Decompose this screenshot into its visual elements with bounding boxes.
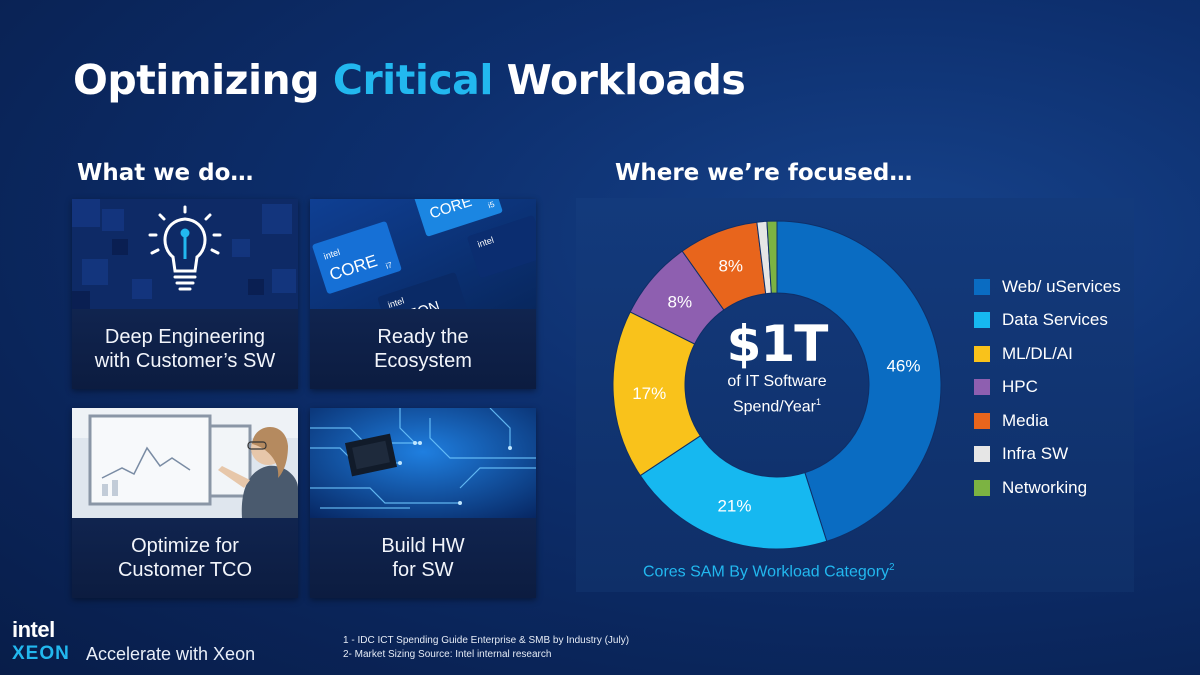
page-title: Optimizing Critical Workloads <box>73 56 746 104</box>
brand-tagline: Accelerate with Xeon <box>86 644 256 664</box>
what-we-do-heading: What we do… <box>77 160 254 186</box>
center-text-1: of IT Software <box>727 373 827 390</box>
center-value: $1T <box>726 315 829 373</box>
legend-item: ML/DL/AI <box>974 337 1121 371</box>
footnotes: 1 - IDC ICT Spending Guide Enterprise & … <box>343 634 629 662</box>
chart-caption: Cores SAM By Workload Category2 <box>643 562 895 581</box>
chip-i5-label: i5 <box>487 200 496 211</box>
tile-build-hw: Build HW for SW <box>310 408 536 598</box>
legend-label: Infra SW <box>1002 444 1069 464</box>
legend-item: Data Services <box>974 304 1121 338</box>
donut-center: $1T of IT Software Spend/Year1 <box>697 316 857 417</box>
where-focused-heading: Where we’re focused… <box>615 160 913 186</box>
title-part-2: Workloads <box>492 56 746 104</box>
legend-item: Web/ uServices <box>974 270 1121 304</box>
center-text-2: Spend/Year1 <box>732 397 822 416</box>
chip-intel-label-2: intel <box>387 295 406 309</box>
legend-item: Media <box>974 404 1121 438</box>
legend-swatch <box>974 278 990 295</box>
legend-label: Web/ uServices <box>1002 276 1121 296</box>
footnote-1: 1 - IDC ICT Spending Guide Enterprise & … <box>343 635 630 646</box>
intel-chips-image: intel CORE i7 CORE i5 intel XEON intel <box>310 199 536 309</box>
tile-optimize-tco: Optimize for Customer TCO <box>72 408 298 598</box>
xeon-logo: XEON <box>12 643 70 664</box>
legend-swatch <box>974 312 990 329</box>
tile-label: Ready the Ecosystem <box>310 309 536 389</box>
title-part-1: Optimizing <box>73 56 333 104</box>
tile-ready-ecosystem: intel CORE i7 CORE i5 intel XEON intel R… <box>310 199 536 389</box>
legend-label: Media <box>1002 410 1049 430</box>
legend-label: Data Services <box>1002 310 1108 330</box>
legend-swatch <box>974 379 990 396</box>
tile-label: Optimize for Customer TCO <box>72 518 298 598</box>
tile-label: Build HW for SW <box>310 518 536 598</box>
legend-swatch <box>974 479 990 496</box>
chip-intel-label-3: intel <box>476 235 495 250</box>
chip-i7-label: i7 <box>385 260 394 271</box>
legend-label: Networking <box>1002 477 1088 497</box>
legend-item: HPC <box>974 371 1121 405</box>
circuit-board-image <box>310 408 536 518</box>
legend-swatch <box>974 446 990 463</box>
legend-label: ML/DL/AI <box>1002 343 1073 363</box>
chip-intel-label: intel <box>322 247 341 262</box>
woman-at-monitor-image <box>72 408 298 518</box>
tile-deep-engineering: Deep Engineering with Customer’s SW <box>72 199 298 389</box>
legend-label: HPC <box>1002 377 1038 397</box>
chip-xeon-label: XEON <box>396 298 442 309</box>
title-accent: Critical <box>332 56 494 104</box>
legend-swatch <box>974 345 990 362</box>
legend-item: Infra SW <box>974 438 1121 472</box>
chart-legend: Web/ uServices Data Services ML/DL/AI HPC Me… <box>974 270 1121 505</box>
tile-label: Deep Engineering with Customer’s SW <box>72 309 298 389</box>
intel-logo: intel <box>12 617 55 642</box>
footnote-2: 2- Market Sizing Source: Intel internal … <box>343 649 552 660</box>
legend-swatch <box>974 412 990 429</box>
lightbulb-icon <box>72 199 298 309</box>
legend-item: Networking <box>974 471 1121 505</box>
